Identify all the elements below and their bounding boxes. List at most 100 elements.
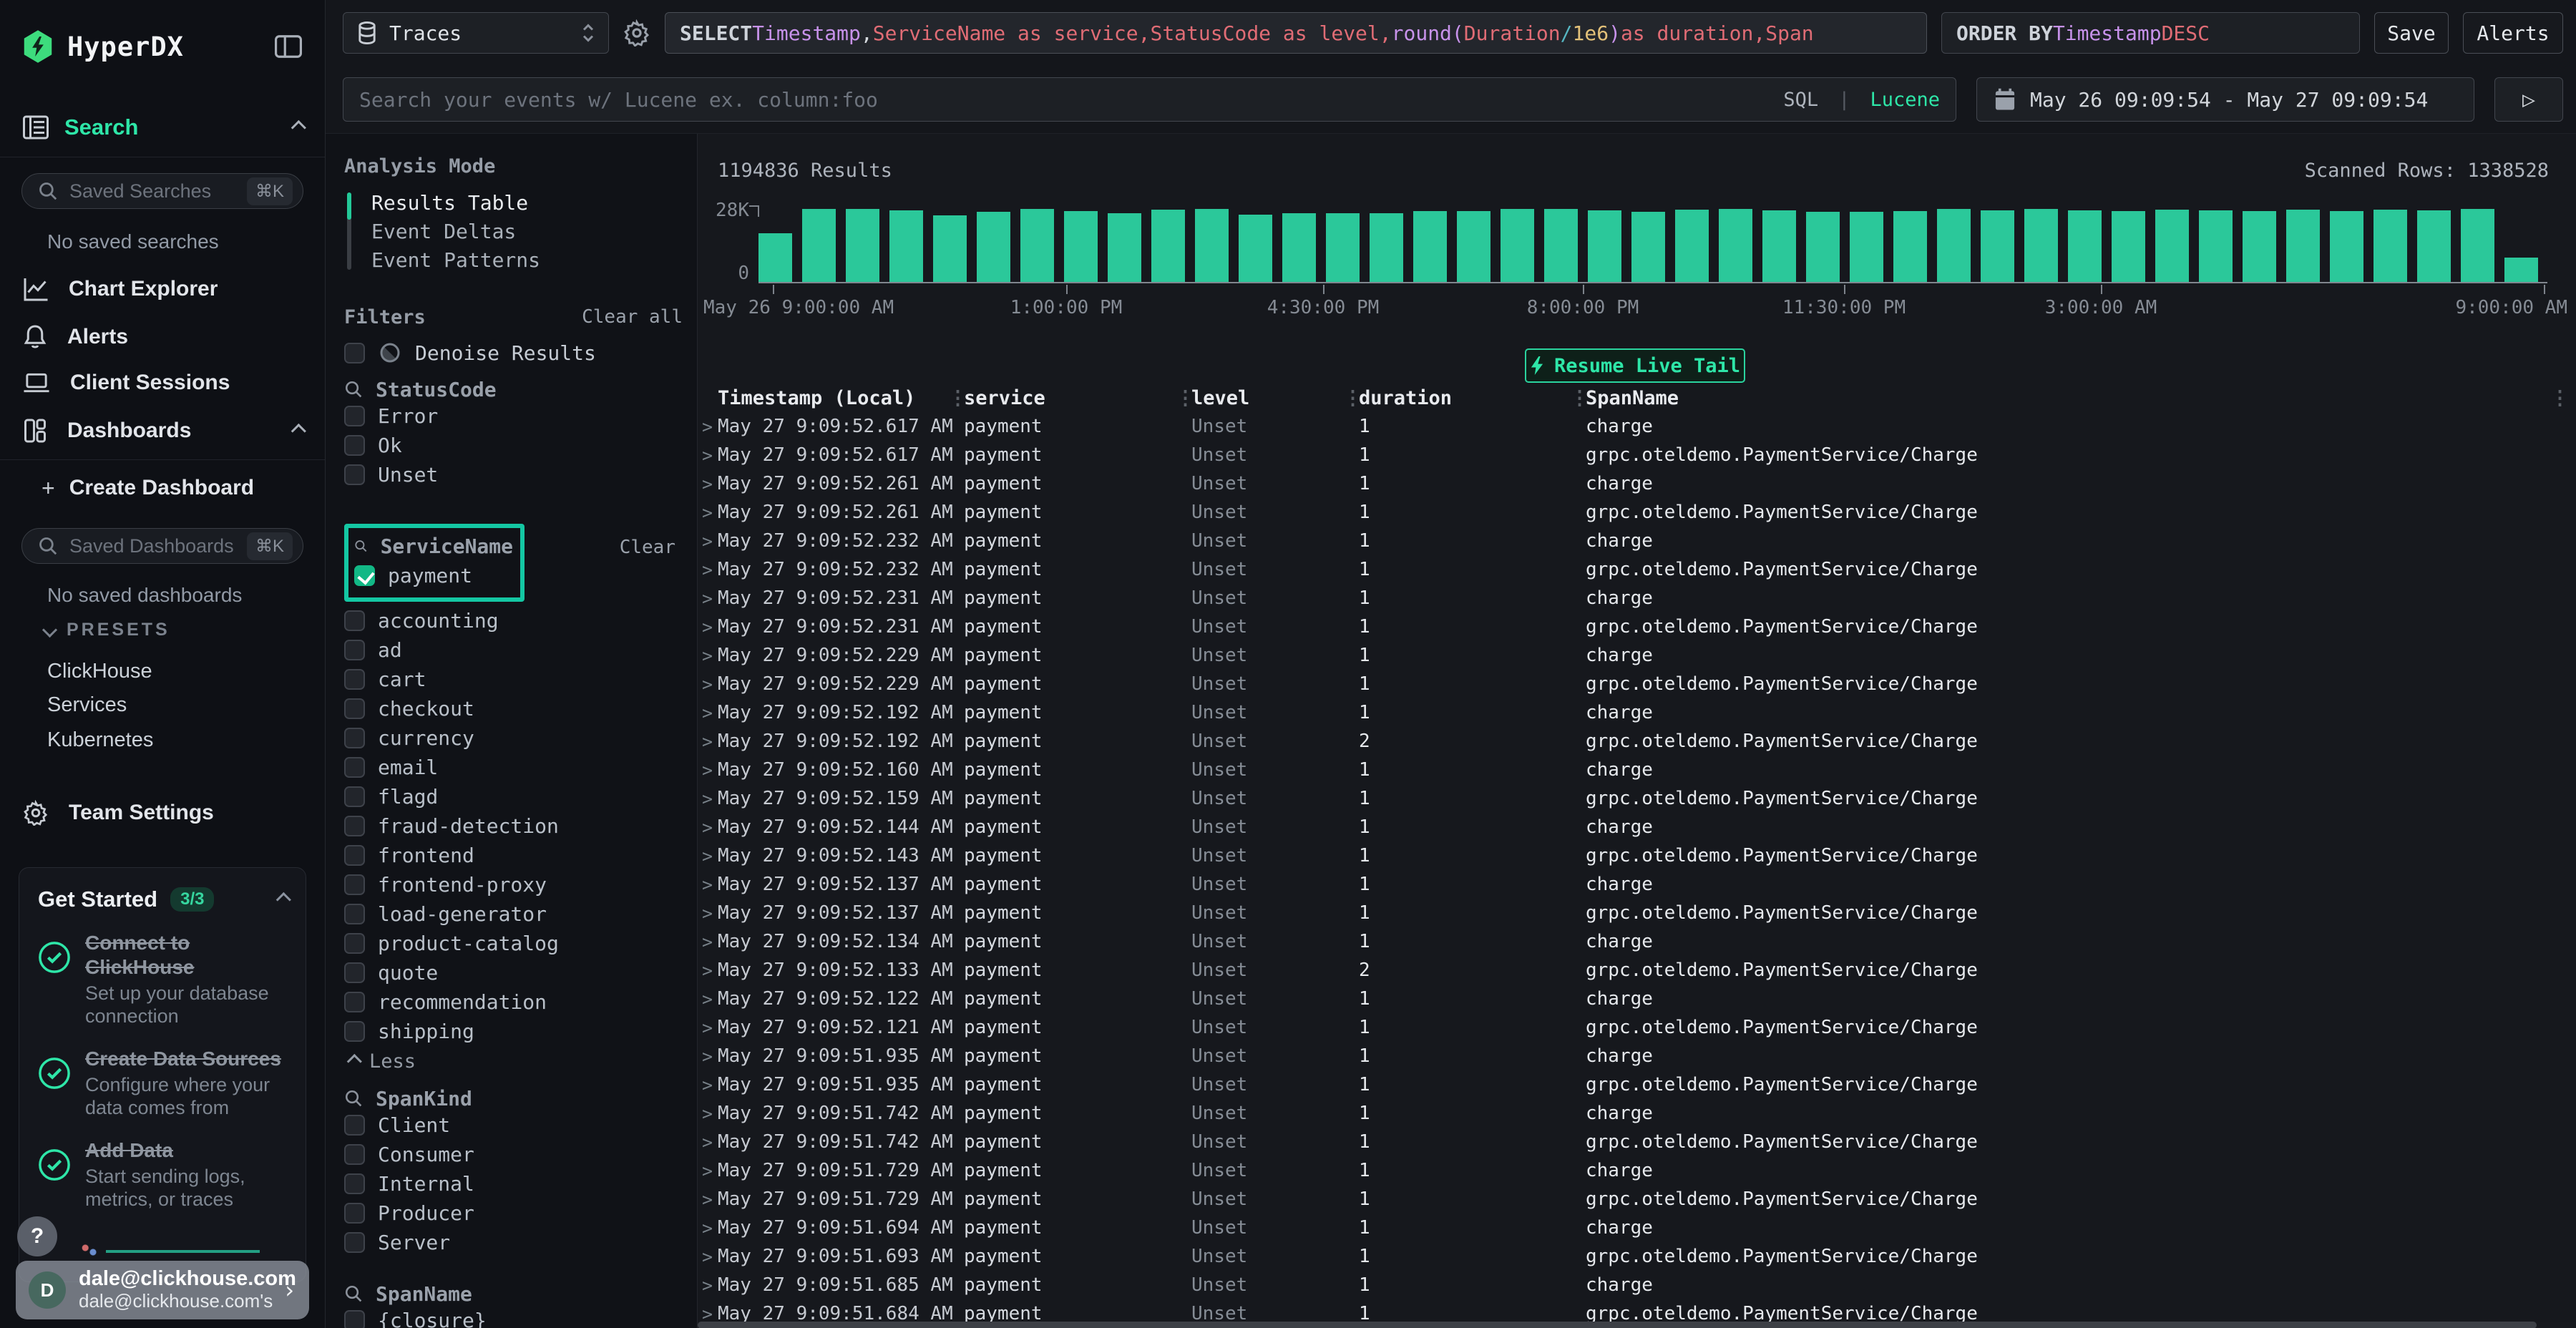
col-level[interactable]: level [1191,386,1250,409]
histogram-bar[interactable] [1893,211,1927,282]
histogram-bar[interactable] [2112,211,2145,282]
order-by-editor[interactable]: ORDER BY Timestamp DESC [1941,12,2360,54]
expand-row-icon[interactable]: > [702,645,713,666]
histogram-bar[interactable] [1282,213,1316,282]
expand-row-icon[interactable]: > [702,673,713,695]
collapse-less-button[interactable]: Less [346,1046,683,1076]
histogram-bar[interactable] [1806,212,1840,282]
expand-row-icon[interactable]: > [702,1017,713,1038]
table-row[interactable]: > May 27 9:09:51.935 AM payment Unset 1 charg… [702,1042,2576,1070]
sidebar-item-alerts[interactable]: Alerts [0,317,325,357]
expand-row-icon[interactable]: > [702,1217,713,1239]
statuscode-group-title[interactable]: StatusCode [344,377,683,401]
filter-item--closure-[interactable]: {closure} [344,1306,683,1328]
checkbox[interactable] [344,933,365,954]
checkbox[interactable] [344,757,365,778]
checkbox[interactable] [344,874,365,895]
checkbox[interactable] [344,1232,365,1253]
sidebar-item-team-settings[interactable]: Team Settings [0,793,325,833]
table-row[interactable]: > May 27 9:09:51.742 AM payment Unset 1 grpc.… [702,1128,2576,1156]
histogram-bar[interactable] [889,210,923,282]
histogram-bar[interactable] [1326,213,1360,282]
spanname-group-title[interactable]: SpanName [344,1281,683,1306]
lucene-search-input[interactable]: Search your events w/ Lucene ex. column:… [343,77,1956,122]
sql-select-editor[interactable]: SELECT Timestamp, ServiceName as service… [665,12,1927,54]
filter-item-payment[interactable]: payment [354,561,513,590]
table-row[interactable]: > May 27 9:09:52.134 AM payment Unset 1 charg… [702,927,2576,956]
column-drag-handle[interactable]: ⋮ [1570,386,1589,409]
filter-item-server[interactable]: Server [344,1228,683,1257]
histogram-bar[interactable] [1501,209,1534,282]
histogram-bar[interactable] [758,233,792,282]
filter-item-internal[interactable]: Internal [344,1169,683,1198]
resume-live-tail-button[interactable]: Resume Live Tail [1525,348,1745,383]
analysis-mode-event-patterns[interactable]: Event Patterns [371,248,541,272]
table-row[interactable]: > May 27 9:09:52.159 AM payment Unset 1 grpc.… [702,784,2576,813]
table-row[interactable]: > May 27 9:09:51.684 AM payment Unset 1 grpc.… [702,1299,2576,1328]
table-row[interactable]: > May 27 9:09:52.617 AM payment Unset 1 grpc.… [702,441,2576,469]
column-drag-handle[interactable]: ⋮ [1343,386,1362,409]
expand-row-icon[interactable]: > [702,1160,713,1181]
filter-item-producer[interactable]: Producer [344,1198,683,1228]
checkbox[interactable] [344,1173,365,1194]
table-row[interactable]: > May 27 9:09:52.192 AM payment Unset 2 grpc.… [702,727,2576,756]
preset-item-services[interactable]: Services [47,693,127,716]
expand-row-icon[interactable]: > [702,702,713,723]
expand-row-icon[interactable]: > [702,1131,713,1153]
histogram-bar[interactable] [2330,211,2363,282]
chevron-up-icon[interactable] [275,892,291,907]
histogram-bar[interactable] [2504,258,2538,282]
table-options-icon[interactable]: ⋮ [2550,386,2570,409]
preset-item-kubernetes[interactable]: Kubernetes [47,728,154,751]
checkbox[interactable] [344,698,365,719]
help-button[interactable]: ? [17,1216,57,1256]
histogram-bar[interactable] [1850,212,1883,282]
user-menu[interactable]: D dale@clickhouse.com dale@clickhouse.co… [16,1261,309,1319]
checkbox[interactable] [344,406,365,426]
query-settings-gear-icon[interactable] [623,19,650,47]
histogram-bar[interactable] [1588,210,1621,282]
table-row[interactable]: > May 27 9:09:52.122 AM payment Unset 1 charg… [702,985,2576,1013]
checkbox[interactable] [344,904,365,924]
col-timestamp[interactable]: Timestamp (Local) [718,386,916,409]
histogram-bar[interactable] [1370,213,1403,282]
sidebar-item-chart-explorer[interactable]: Chart Explorer [0,269,325,309]
table-row[interactable]: > May 27 9:09:52.232 AM payment Unset 1 grpc.… [702,555,2576,584]
expand-row-icon[interactable]: > [702,731,713,752]
saved-searches-input[interactable]: Saved Searches ⌘K [21,173,303,209]
table-row[interactable]: > May 27 9:09:52.192 AM payment Unset 1 charg… [702,698,2576,727]
filter-item-client[interactable]: Client [344,1110,683,1140]
col-service[interactable]: service [964,386,1045,409]
filter-item-quote[interactable]: quote [344,958,683,987]
expand-row-icon[interactable]: > [702,874,713,895]
filter-item-ad[interactable]: ad [344,635,683,665]
sidebar-item-dashboards[interactable]: Dashboards [0,411,325,451]
column-drag-handle[interactable]: ⋮ [948,386,967,409]
checkbox[interactable] [344,1021,365,1042]
date-range-picker[interactable]: May 26 09:09:54 - May 27 09:09:54 [1976,77,2474,122]
table-row[interactable]: > May 27 9:09:51.729 AM payment Unset 1 charg… [702,1156,2576,1185]
source-select[interactable]: Traces [343,12,609,54]
histogram-bar[interactable] [1413,211,1447,282]
table-row[interactable]: > May 27 9:09:51.742 AM payment Unset 1 charg… [702,1099,2576,1128]
checkbox[interactable] [344,728,365,748]
expand-row-icon[interactable]: > [702,616,713,638]
servicename-group-title[interactable]: ServiceName [380,534,513,558]
filter-item-recommendation[interactable]: recommendation [344,987,683,1017]
create-dashboard-button[interactable]: + Create Dashboard [0,468,325,508]
preset-item-clickhouse[interactable]: ClickHouse [47,660,152,683]
checkbox[interactable] [344,845,365,866]
expand-row-icon[interactable]: > [702,1246,713,1267]
histogram-bar[interactable] [2461,209,2494,282]
filter-item-checkout[interactable]: checkout [344,694,683,723]
filter-item-accounting[interactable]: accounting [344,606,683,635]
table-row[interactable]: > May 27 9:09:52.137 AM payment Unset 1 charg… [702,870,2576,899]
table-row[interactable]: > May 27 9:09:52.617 AM payment Unset 1 charg… [702,412,2576,441]
filter-item-fraud-detection[interactable]: fraud-detection [344,811,683,841]
filter-item-load-generator[interactable]: load-generator [344,899,683,929]
table-row[interactable]: > May 27 9:09:52.133 AM payment Unset 2 grpc.… [702,956,2576,985]
histogram-bar[interactable] [1762,210,1796,282]
filter-item-ok[interactable]: Ok [344,431,683,460]
mode-lucene-toggle[interactable]: Lucene [1870,88,1940,111]
histogram-bar[interactable] [1195,209,1229,282]
